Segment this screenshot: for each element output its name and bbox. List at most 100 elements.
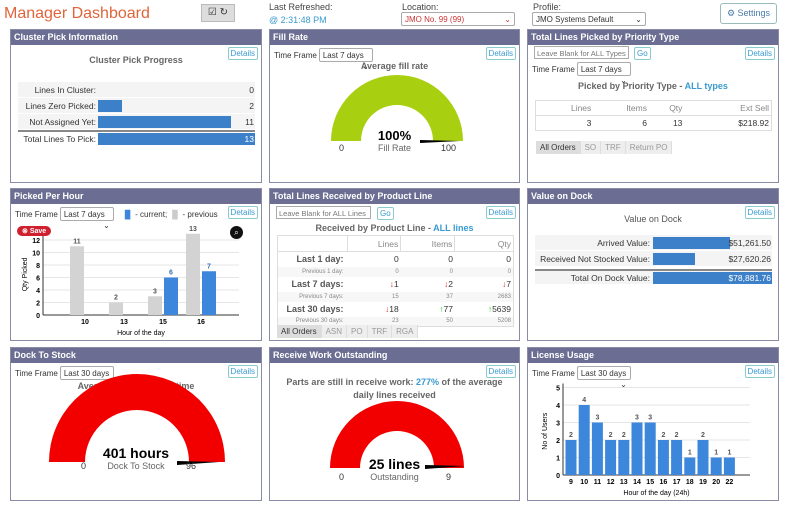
data-label: 3 bbox=[595, 415, 599, 422]
cell: 77 bbox=[443, 304, 453, 314]
bar bbox=[671, 440, 683, 475]
details-button[interactable]: Details bbox=[227, 47, 258, 60]
details-button[interactable]: Details bbox=[485, 365, 516, 378]
gauge-needle bbox=[420, 140, 460, 143]
period-label: Last 7 days: bbox=[291, 279, 344, 289]
checkbox-icon: ☑ bbox=[207, 7, 217, 18]
time-frame-select[interactable]: Last 30 days bbox=[59, 366, 114, 380]
row-label: Lines In Cluster: bbox=[34, 84, 96, 95]
tab-rga[interactable]: RGA bbox=[392, 325, 419, 338]
dock-to-stock-gauge bbox=[49, 374, 225, 465]
save-button[interactable]: ⊗ Save bbox=[17, 226, 52, 236]
bar bbox=[644, 422, 656, 475]
bar bbox=[591, 422, 603, 475]
x-tick-label: 10 bbox=[580, 479, 588, 486]
time-frame-select[interactable]: Last 30 days bbox=[576, 366, 631, 380]
details-button[interactable]: Details bbox=[744, 47, 775, 60]
tab-all-orders[interactable]: All Orders bbox=[277, 325, 322, 338]
row-bar-track: $51,261.50 bbox=[653, 236, 772, 249]
data-label: 7 bbox=[207, 263, 211, 270]
settings-button[interactable]: ⚙ Settings bbox=[720, 3, 777, 24]
cell: 0 bbox=[448, 254, 453, 265]
bar bbox=[631, 422, 643, 475]
cell: 0 bbox=[506, 254, 511, 265]
data-label: 2 bbox=[661, 432, 665, 439]
tab-return-po[interactable]: Return PO bbox=[625, 141, 673, 154]
data-label: 2 bbox=[569, 432, 573, 439]
data-label: 1 bbox=[727, 450, 731, 457]
tab-asn[interactable]: ASN bbox=[321, 325, 348, 338]
col-header: Ext Sell bbox=[740, 103, 769, 113]
page-title: Manager Dashboard bbox=[4, 5, 150, 22]
gauge-arc bbox=[49, 374, 225, 462]
legend-previous: - previous bbox=[182, 209, 218, 219]
period-label: Last 30 days: bbox=[286, 304, 344, 314]
col-header: Qty bbox=[669, 103, 683, 113]
priority-type-input[interactable]: Leave Blank for ALL Types bbox=[534, 46, 629, 59]
details-button[interactable]: Details bbox=[744, 206, 775, 219]
panel-title: Total Lines Picked by Priority Type bbox=[528, 30, 778, 45]
row-value: 2 bbox=[249, 100, 254, 111]
tab-trf[interactable]: TRF bbox=[367, 325, 393, 338]
gauge-label: Dock To Stock bbox=[107, 461, 165, 471]
x-tick-label: 15 bbox=[646, 479, 654, 486]
gauge-max: 9 bbox=[446, 472, 452, 482]
prev-cell: 5208 bbox=[497, 318, 511, 325]
tab-so[interactable]: SO bbox=[580, 141, 602, 154]
x-tick-label: 12 bbox=[607, 479, 615, 486]
save-label: Save bbox=[29, 228, 47, 235]
tab-all-orders[interactable]: All Orders bbox=[536, 141, 581, 154]
gauge-min: 0 bbox=[339, 143, 345, 153]
prev-cell: 15 bbox=[392, 293, 399, 300]
time-frame-select[interactable]: Last 7 days bbox=[318, 48, 373, 62]
data-label: 11 bbox=[73, 238, 81, 245]
x-tick-label: 20 bbox=[712, 479, 720, 486]
details-button[interactable]: Details bbox=[744, 365, 775, 378]
go-button[interactable]: Go bbox=[634, 47, 651, 60]
gauge-min: 0 bbox=[339, 472, 345, 482]
refresh-toggle-button[interactable]: ☑ ↻ bbox=[201, 4, 235, 22]
details-button[interactable]: Details bbox=[485, 206, 516, 219]
dock-value-row: Arrived Value: $51,261.50 bbox=[535, 235, 772, 250]
all-lines-link[interactable]: ALL lines bbox=[433, 223, 474, 233]
details-button[interactable]: Details bbox=[227, 365, 258, 378]
bar bbox=[202, 271, 216, 315]
y-tick-label: 2 bbox=[556, 438, 560, 445]
tab-trf[interactable]: TRF bbox=[601, 141, 626, 154]
time-frame-label: Time Frame bbox=[15, 209, 58, 219]
data-label: 4 bbox=[582, 397, 586, 404]
tab-po[interactable]: PO bbox=[347, 325, 368, 338]
row-bar-fill bbox=[98, 132, 255, 145]
y-tick-label: 8 bbox=[36, 263, 40, 270]
product-line-input[interactable]: Leave Blank for ALL Lines bbox=[276, 206, 371, 219]
panel-title: License Usage bbox=[528, 348, 778, 363]
time-frame-select[interactable]: Last 7 days bbox=[59, 207, 114, 221]
receive-work-text3: daily lines received bbox=[353, 390, 436, 400]
data-label: 2 bbox=[609, 432, 613, 439]
prev-cell: 23 bbox=[392, 318, 399, 325]
x-tick-label: 19 bbox=[699, 479, 707, 486]
details-button[interactable]: Details bbox=[227, 206, 258, 219]
x-tick-label: 11 bbox=[594, 479, 602, 486]
priority-subtitle: Picked by Priority Type - bbox=[578, 81, 685, 91]
all-types-link[interactable]: ALL types bbox=[684, 81, 728, 91]
cluster-row: Total Lines To Pick: 13 bbox=[18, 130, 255, 145]
go-button[interactable]: Go bbox=[377, 207, 394, 220]
current-bars-icon: ▐▌ bbox=[121, 209, 134, 219]
gauge-arc bbox=[330, 401, 464, 468]
row-bar-track: $78,881.76 bbox=[653, 271, 772, 284]
zoom-icon[interactable]: ⌕ bbox=[230, 226, 243, 239]
pin-icon: ⊗ bbox=[22, 228, 28, 235]
details-button[interactable]: Details bbox=[485, 47, 516, 60]
dock-value-subtitle: Value on Dock bbox=[624, 214, 682, 224]
arrow-down-icon: ↓ bbox=[389, 279, 394, 289]
time-frame-select[interactable]: Last 7 days bbox=[576, 62, 631, 76]
receive-work-panel: Receive Work Outstanding Details Parts a… bbox=[269, 347, 520, 501]
data-label: 3 bbox=[153, 288, 157, 295]
location-select[interactable]: JMO No. 99 (99) bbox=[401, 12, 515, 26]
refresh-icon: ↻ bbox=[219, 7, 229, 18]
profile-select[interactable]: JMO Systems Default bbox=[532, 12, 646, 26]
gauge-arc bbox=[331, 75, 463, 141]
row-bar-track: 13 bbox=[98, 132, 255, 145]
